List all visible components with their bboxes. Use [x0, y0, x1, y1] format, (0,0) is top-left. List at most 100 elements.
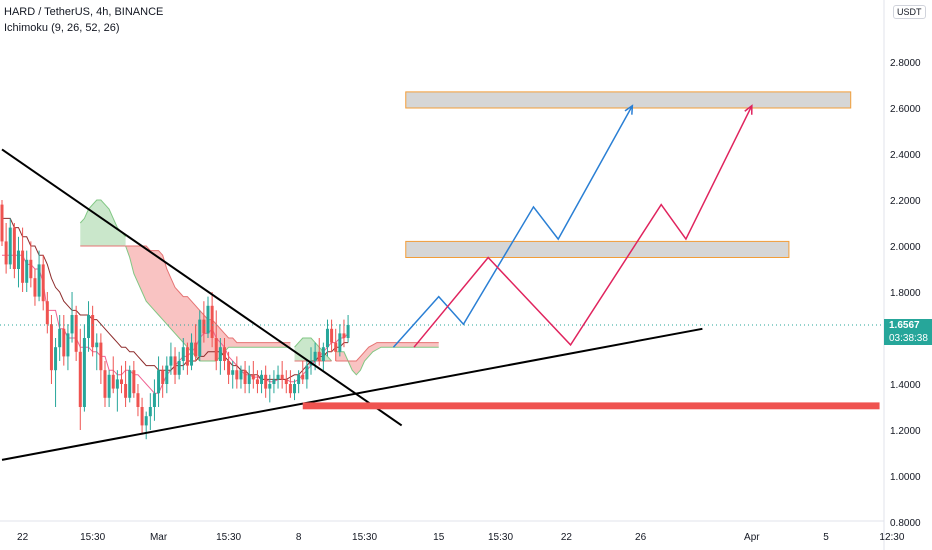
candle-body — [251, 374, 255, 380]
candle-body — [198, 319, 202, 357]
x-tick-label: 15:30 — [80, 532, 105, 543]
candle-body — [202, 319, 206, 334]
candle-body — [165, 365, 169, 384]
symbol-title[interactable]: HARD / TetherUS, 4h, BINANCE — [4, 6, 164, 18]
x-tick-label: Mar — [150, 532, 168, 543]
candle-body — [206, 305, 210, 334]
candle-body — [148, 407, 152, 417]
candle-body — [177, 361, 181, 375]
candle-body — [321, 347, 325, 361]
x-tick-label: 22 — [561, 532, 573, 543]
candle-body — [239, 370, 243, 380]
candle-body — [330, 328, 334, 343]
candle-body — [210, 305, 214, 338]
cloud-bullish — [80, 200, 126, 246]
x-tick-label: 5 — [823, 532, 829, 543]
candle-body — [169, 356, 173, 366]
candle-body — [235, 370, 239, 380]
drawing-tools-layer[interactable] — [1, 91, 880, 461]
x-tick-label: 15:30 — [488, 532, 513, 543]
candle-body — [222, 347, 226, 361]
candle-body — [37, 264, 41, 297]
candle-body — [62, 328, 66, 357]
candle-body — [66, 333, 70, 357]
candle-body — [247, 374, 251, 384]
x-tick-label: 8 — [296, 532, 302, 543]
candle-body — [21, 250, 25, 283]
candle-body — [132, 370, 136, 394]
candle-body — [313, 351, 317, 361]
candle-body — [49, 324, 53, 371]
candle-body — [8, 227, 12, 265]
x-tick-label: 22 — [17, 532, 29, 543]
candle-body — [243, 370, 247, 384]
candle-body — [87, 315, 91, 338]
senkou-span-b — [335, 342, 439, 362]
candle-body — [128, 370, 132, 398]
candle-body — [317, 351, 321, 361]
y-tick-label: 2.2000 — [890, 196, 921, 207]
candle-body — [161, 370, 165, 384]
candle-body — [272, 379, 276, 384]
candle-body — [276, 374, 280, 380]
candle-body — [41, 264, 45, 302]
last-price-label: 1.6567 — [884, 319, 932, 332]
candle-body — [91, 315, 95, 348]
candle-body — [82, 338, 86, 407]
candle-body — [227, 361, 231, 375]
candle-body — [264, 374, 268, 389]
time-axis[interactable]: 22 15:30 Mar 15:30 8 15:30 15 15:30 22 26 Apr 5 12:3… — [17, 532, 905, 543]
candle-body — [152, 393, 156, 407]
candle-body — [301, 374, 305, 380]
candle-body — [103, 370, 107, 398]
indicator-legend[interactable]: Ichimoku (9, 26, 52, 26) — [4, 22, 120, 34]
candle-body — [33, 278, 37, 297]
x-tick-label: 15:30 — [216, 532, 241, 543]
candlestick-series — [0, 200, 884, 440]
cloud-bearish — [125, 246, 291, 361]
forecast-path-pink — [413, 105, 753, 348]
candle-body — [293, 384, 297, 394]
candle-body — [70, 315, 74, 334]
descending-trendline — [1, 148, 403, 427]
y-tick-label: 1.8000 — [890, 288, 921, 299]
candle-body — [268, 384, 272, 389]
y-tick-label: 2.6000 — [890, 104, 921, 115]
currency-label[interactable]: USDT — [893, 5, 926, 19]
candle-body — [29, 259, 33, 279]
candle-body — [284, 379, 288, 384]
candle-body — [136, 393, 140, 407]
support-zone — [302, 402, 880, 410]
candle-body — [25, 259, 29, 283]
y-tick-label: 1.4000 — [890, 380, 921, 391]
candle-body — [342, 333, 346, 338]
bar-countdown-label: 03:38:38 — [884, 332, 932, 345]
candle-body — [140, 407, 144, 426]
candle-body — [260, 374, 264, 384]
x-tick-label: Apr — [744, 532, 760, 543]
y-tick-label: 2.0000 — [890, 242, 921, 253]
candle-body — [231, 370, 235, 375]
forecast-path-blue — [392, 105, 634, 348]
price-axis[interactable]: 0.80001.00001.20001.40001.60001.80002.00… — [890, 58, 921, 529]
candle-body — [124, 384, 128, 398]
x-tick-label: 12:30 — [879, 532, 904, 543]
resistance-zone — [405, 91, 852, 109]
candle-body — [194, 342, 198, 357]
candle-body — [58, 328, 62, 348]
resistance-zone — [405, 240, 790, 258]
candle-body — [280, 374, 284, 380]
candle-body — [190, 342, 194, 366]
candle-body — [54, 347, 58, 371]
x-tick-label: 26 — [635, 532, 647, 543]
candle-body — [305, 365, 309, 380]
y-tick-label: 1.0000 — [890, 472, 921, 483]
candle-body — [119, 379, 123, 384]
candle-body — [173, 356, 177, 375]
candle-body — [0, 204, 4, 242]
candle-body — [338, 333, 342, 352]
candle-body — [346, 324, 350, 338]
y-tick-label: 2.4000 — [890, 150, 921, 161]
candle-body — [218, 347, 222, 361]
